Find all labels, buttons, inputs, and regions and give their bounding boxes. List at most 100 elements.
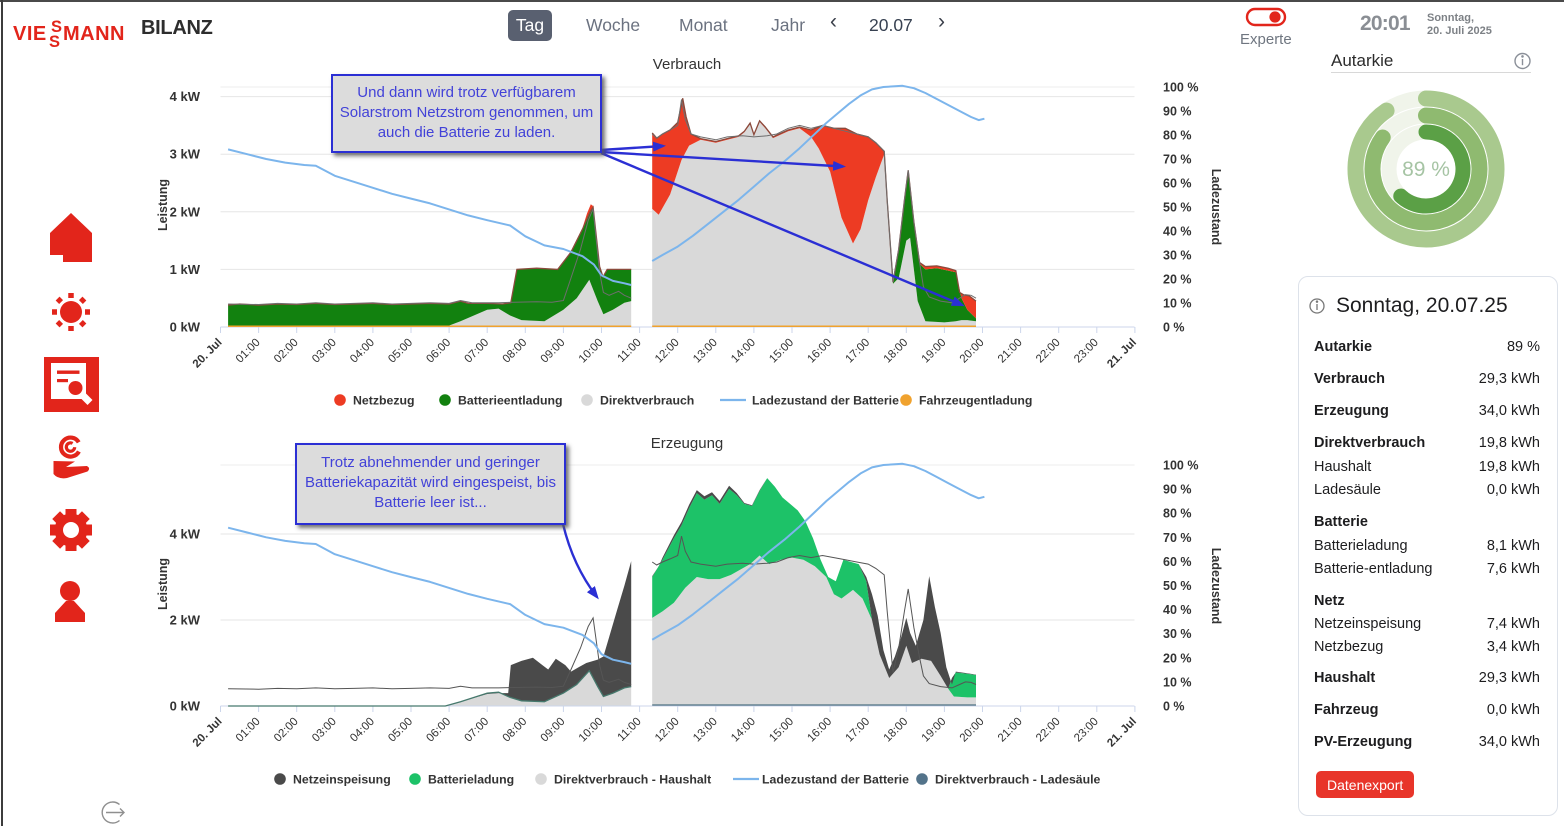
svg-text:40 %: 40 %: [1163, 225, 1192, 239]
svg-text:80 %: 80 %: [1163, 129, 1192, 143]
svg-text:04:00: 04:00: [348, 716, 377, 745]
svg-text:23:00: 23:00: [1072, 716, 1101, 745]
svg-text:06:00: 06:00: [424, 337, 453, 366]
svg-text:Direktverbrauch - Haushalt: Direktverbrauch - Haushalt: [554, 773, 711, 787]
svg-text:05:00: 05:00: [386, 716, 415, 745]
svg-text:20 %: 20 %: [1163, 651, 1192, 665]
svg-text:Ladezustand der Batterie: Ladezustand der Batterie: [752, 394, 899, 408]
svg-text:21:00: 21:00: [996, 337, 1025, 366]
svg-text:13:00: 13:00: [691, 337, 720, 366]
svg-text:0 %: 0 %: [1163, 700, 1185, 714]
svg-text:05:00: 05:00: [386, 337, 415, 366]
svg-text:17:00: 17:00: [843, 337, 872, 366]
svg-text:02:00: 02:00: [272, 716, 301, 745]
svg-text:2 kW: 2 kW: [170, 613, 201, 628]
svg-text:22:00: 22:00: [1034, 716, 1063, 745]
svg-text:21. Jul: 21. Jul: [1105, 716, 1139, 750]
svg-text:30 %: 30 %: [1163, 627, 1192, 641]
svg-text:Ladezustand der Batterie: Ladezustand der Batterie: [762, 773, 909, 787]
svg-text:15:00: 15:00: [767, 716, 796, 745]
svg-text:09:00: 09:00: [539, 716, 568, 745]
svg-text:Ladezustand: Ladezustand: [1209, 548, 1223, 624]
svg-text:1 kW: 1 kW: [170, 262, 201, 277]
svg-text:70 %: 70 %: [1163, 531, 1192, 545]
svg-text:20:00: 20:00: [958, 716, 987, 745]
svg-text:18:00: 18:00: [882, 337, 911, 366]
svg-text:23:00: 23:00: [1072, 337, 1101, 366]
svg-text:03:00: 03:00: [310, 716, 339, 745]
svg-text:07:00: 07:00: [462, 337, 491, 366]
svg-text:70 %: 70 %: [1163, 153, 1192, 167]
svg-text:Direktverbrauch: Direktverbrauch: [600, 394, 694, 408]
svg-text:04:00: 04:00: [348, 337, 377, 366]
svg-text:11:00: 11:00: [615, 716, 643, 744]
svg-text:06:00: 06:00: [424, 716, 453, 745]
svg-text:Leistung: Leistung: [156, 179, 170, 231]
svg-text:01:00: 01:00: [234, 716, 263, 745]
svg-text:Batterieentladung: Batterieentladung: [458, 394, 563, 408]
svg-text:Verbrauch: Verbrauch: [653, 56, 721, 73]
svg-text:22:00: 22:00: [1034, 337, 1063, 366]
svg-text:60 %: 60 %: [1163, 177, 1192, 191]
svg-text:100 %: 100 %: [1163, 459, 1198, 473]
svg-text:10 %: 10 %: [1163, 675, 1192, 689]
svg-text:18:00: 18:00: [882, 716, 911, 745]
svg-text:MANN: MANN: [63, 23, 125, 45]
svg-text:14:00: 14:00: [729, 337, 758, 366]
svg-text:20 %: 20 %: [1163, 273, 1192, 287]
svg-text:50 %: 50 %: [1163, 201, 1192, 215]
svg-text:15:00: 15:00: [767, 337, 796, 366]
svg-text:Leistung: Leistung: [156, 558, 170, 610]
svg-text:4 kW: 4 kW: [170, 527, 201, 542]
svg-text:0 %: 0 %: [1163, 321, 1185, 335]
svg-text:50 %: 50 %: [1163, 579, 1192, 593]
svg-text:11:00: 11:00: [615, 337, 643, 365]
svg-text:20:00: 20:00: [958, 337, 987, 366]
svg-text:19:00: 19:00: [920, 337, 949, 366]
svg-text:Batterieladung: Batterieladung: [428, 773, 514, 787]
svg-text:20. Jul: 20. Jul: [191, 337, 225, 371]
svg-text:13:00: 13:00: [691, 716, 720, 745]
svg-text:Netzeinspeisung: Netzeinspeisung: [293, 773, 391, 787]
svg-text:21. Jul: 21. Jul: [1105, 337, 1139, 371]
svg-text:VIE: VIE: [13, 23, 47, 45]
svg-text:100 %: 100 %: [1163, 81, 1198, 95]
svg-text:3 kW: 3 kW: [170, 147, 201, 162]
svg-text:80 %: 80 %: [1163, 507, 1192, 521]
svg-text:90 %: 90 %: [1163, 483, 1192, 497]
svg-text:10:00: 10:00: [577, 337, 606, 366]
svg-text:40 %: 40 %: [1163, 603, 1192, 617]
svg-text:20. Jul: 20. Jul: [191, 716, 225, 750]
svg-text:30 %: 30 %: [1163, 249, 1192, 263]
svg-text:12:00: 12:00: [653, 337, 682, 366]
svg-text:0 kW: 0 kW: [170, 320, 201, 335]
svg-text:2 kW: 2 kW: [170, 204, 201, 219]
svg-text:89 %: 89 %: [1402, 158, 1450, 181]
svg-text:10:00: 10:00: [577, 716, 606, 745]
svg-text:09:00: 09:00: [539, 337, 568, 366]
svg-text:02:00: 02:00: [272, 337, 301, 366]
svg-text:60 %: 60 %: [1163, 555, 1192, 569]
svg-text:17:00: 17:00: [843, 716, 872, 745]
svg-text:16:00: 16:00: [805, 716, 834, 745]
svg-text:90 %: 90 %: [1163, 105, 1192, 119]
svg-text:12:00: 12:00: [653, 716, 682, 745]
svg-text:S: S: [51, 18, 62, 36]
svg-text:4 kW: 4 kW: [170, 89, 201, 104]
svg-text:07:00: 07:00: [462, 716, 491, 745]
svg-text:Ladezustand: Ladezustand: [1209, 169, 1223, 245]
svg-text:01:00: 01:00: [234, 337, 263, 366]
svg-text:21:00: 21:00: [996, 716, 1025, 745]
svg-text:08:00: 08:00: [501, 716, 530, 745]
svg-text:Netzbezug: Netzbezug: [353, 394, 415, 408]
svg-text:BILANZ: BILANZ: [141, 17, 213, 39]
svg-text:08:00: 08:00: [501, 337, 530, 366]
svg-text:03:00: 03:00: [310, 337, 339, 366]
svg-text:19:00: 19:00: [920, 716, 949, 745]
svg-text:S: S: [49, 33, 60, 51]
svg-text:Direktverbrauch - Ladesäule: Direktverbrauch - Ladesäule: [935, 773, 1101, 787]
svg-text:Erzeugung: Erzeugung: [651, 435, 724, 452]
svg-text:Fahrzeugentladung: Fahrzeugentladung: [919, 394, 1032, 408]
svg-text:16:00: 16:00: [805, 337, 834, 366]
svg-text:10 %: 10 %: [1163, 297, 1192, 311]
